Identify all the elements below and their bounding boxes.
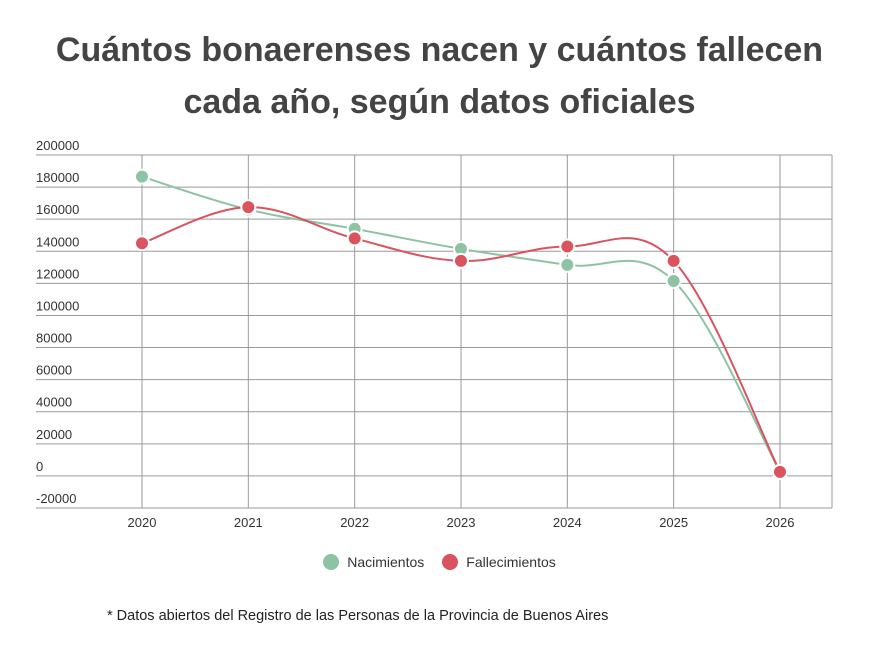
data-point-fallecimientos[interactable]	[134, 235, 150, 252]
x-axis-labels: 2020 2021 2022 2023 2024 2025 2026	[128, 515, 795, 530]
y-axis-labels: 2000001800001600001400001200001000008000…	[36, 138, 79, 506]
data-point-fallecimientos[interactable]	[240, 199, 257, 216]
legend-swatch-fallecimientos	[442, 554, 459, 570]
legend-swatch-nacimientos	[323, 554, 340, 570]
y-tick-label: 60000	[36, 363, 72, 378]
chart-grid	[36, 154, 833, 509]
line-chart: 2000001800001600001400001200001000008000…	[36, 138, 833, 530]
x-tick-label: 2020	[128, 515, 157, 530]
chart-legend: Nacimientos Fallecimientos	[0, 554, 879, 570]
legend-label-nacimientos: Nacimientos	[347, 554, 425, 570]
legend-label-fallecimientos: Fallecimientos	[466, 554, 556, 570]
x-tick-label: 2025	[659, 515, 688, 530]
data-point-fallecimientos[interactable]	[346, 230, 363, 247]
chart-title-line-2: cada año, según datos oficiales	[183, 83, 696, 121]
y-tick-label: 160000	[36, 202, 79, 217]
series-points	[134, 168, 788, 480]
chart-title: Cuántos bonaerenses nacen y cuántos fall…	[0, 24, 879, 128]
y-tick-label: 80000	[36, 331, 72, 346]
data-point-nacimientos[interactable]	[559, 256, 576, 273]
y-tick-label: -20000	[36, 491, 76, 506]
data-point-fallecimientos[interactable]	[559, 238, 576, 255]
chart-title-line-1: Cuántos bonaerenses nacen y cuántos fall…	[55, 31, 824, 69]
data-point-nacimientos[interactable]	[134, 168, 150, 185]
y-tick-label: 100000	[36, 298, 79, 313]
data-point-fallecimientos[interactable]	[452, 252, 469, 269]
y-tick-label: 40000	[36, 395, 72, 410]
data-point-fallecimientos[interactable]	[665, 252, 682, 269]
data-point-nacimientos[interactable]	[665, 272, 682, 289]
y-tick-label: 0	[36, 459, 43, 474]
x-tick-label: 2023	[447, 515, 476, 530]
data-point-fallecimientos[interactable]	[771, 463, 788, 480]
y-tick-label: 120000	[36, 266, 79, 281]
x-tick-label: 2021	[234, 515, 263, 530]
x-tick-label: 2026	[766, 515, 795, 530]
y-tick-label: 20000	[36, 427, 72, 442]
footnote: * Datos abiertos del Registro de las Per…	[107, 608, 609, 624]
y-tick-label: 200000	[36, 138, 79, 153]
y-tick-label: 180000	[36, 170, 79, 185]
legend-item-nacimientos[interactable]: Nacimientos	[323, 554, 424, 570]
legend-item-fallecimientos[interactable]: Fallecimientos	[442, 554, 556, 570]
y-tick-label: 140000	[36, 234, 79, 249]
x-tick-label: 2022	[340, 515, 369, 530]
x-tick-label: 2024	[553, 515, 582, 530]
